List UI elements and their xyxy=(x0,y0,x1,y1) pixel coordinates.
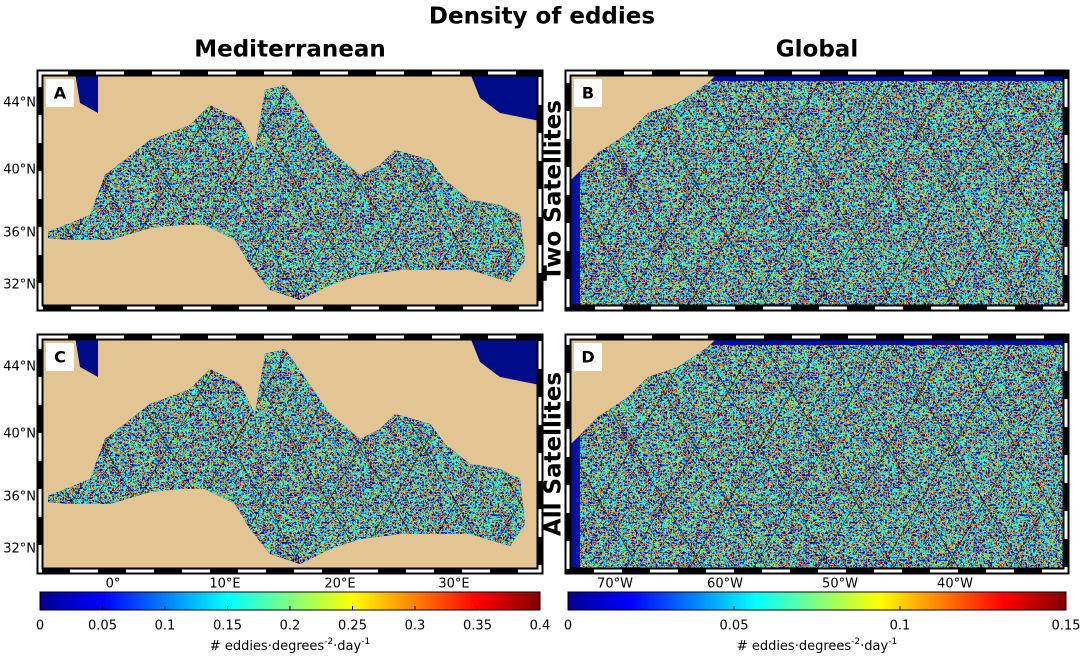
map-panel: A xyxy=(36,69,544,312)
colorbar-tick-label: 0.05 xyxy=(88,619,117,634)
colorbar-tick-label: 0.35 xyxy=(463,619,492,634)
panel-label: D xyxy=(581,348,594,367)
lon-tick-label: 40°W xyxy=(937,577,973,592)
colorbar-label-part: -2 xyxy=(324,637,333,647)
sea-deep xyxy=(75,73,98,113)
sea-deep xyxy=(470,73,540,121)
lat-tick-label: 32°N xyxy=(3,542,36,557)
satellite-tracks xyxy=(568,337,1066,571)
frame-ticks xyxy=(38,335,542,573)
sea-deep xyxy=(470,337,540,385)
sea-deep xyxy=(75,337,98,377)
colorbar-tick-label: 0.3 xyxy=(405,619,426,634)
lon-tick-label: 70°W xyxy=(597,577,633,592)
map-panel: B xyxy=(564,69,1070,312)
panel-label: C xyxy=(54,348,66,367)
map-panel: C xyxy=(36,333,544,575)
row-title: Two Satellites xyxy=(541,100,567,281)
colorbar-tick-label: 0.25 xyxy=(338,619,367,634)
colorbar-label-part: -2 xyxy=(851,637,860,647)
panel-label-box xyxy=(46,79,74,107)
frame-ticks xyxy=(38,71,542,310)
colorbar-label-part: -1 xyxy=(888,637,897,647)
column-title: Global xyxy=(776,37,858,63)
colorbar-tick-label: 0 xyxy=(564,619,572,634)
lat-tick-label: 36°N xyxy=(3,226,36,241)
lon-tick-label: 50°W xyxy=(822,577,858,592)
lon-tick-label: 0° xyxy=(106,577,121,592)
colorbar-label-part: -1 xyxy=(361,637,370,647)
colorbar-label-part: ·day xyxy=(860,639,888,654)
row-title: All Satellites xyxy=(541,372,567,536)
colorbar-label-part: # eddies·degrees xyxy=(210,639,325,654)
lon-tick-label: 10°E xyxy=(209,577,240,592)
colorbar-label-part: ·day xyxy=(333,639,361,654)
lat-tick-label: 40°N xyxy=(3,427,36,442)
lat-tick-label: 44°N xyxy=(3,96,36,111)
figure-title: Density of eddies xyxy=(429,4,655,30)
panel-label-box xyxy=(574,343,602,371)
sea xyxy=(568,337,1066,572)
colorbar-tick-label: 0.2 xyxy=(280,619,301,634)
colorbar-tick-label: 0.15 xyxy=(1052,619,1081,634)
panel-label-box xyxy=(46,343,74,371)
colorbar-tick-label: 0.15 xyxy=(213,619,242,634)
lat-tick-label: 32°N xyxy=(3,278,36,293)
lon-tick-label: 30°E xyxy=(438,577,469,592)
colorbar-label: # eddies·degrees-2·day-1 xyxy=(210,637,370,654)
column-title: Mediterranean xyxy=(194,37,386,63)
colorbar-tick-label: 0.05 xyxy=(720,619,749,634)
lat-tick-label: 40°N xyxy=(3,163,36,178)
panel-label-box xyxy=(574,79,602,107)
colorbar xyxy=(567,591,1067,611)
lat-tick-label: 44°N xyxy=(3,360,36,375)
colorbar-tick-label: 0.1 xyxy=(155,619,176,634)
colorbar-tick-label: 0.1 xyxy=(890,619,911,634)
colorbar-tick-label: 0 xyxy=(36,619,44,634)
lon-tick-label: 60°W xyxy=(707,577,743,592)
frame-ticks xyxy=(566,71,1068,310)
colorbar-label: # eddies·degrees-2·day-1 xyxy=(737,637,897,654)
lon-tick-label: 20°E xyxy=(324,577,355,592)
sea xyxy=(568,73,1066,308)
colorbar-tick-label: 0.4 xyxy=(530,619,551,634)
frame-ticks xyxy=(566,335,1068,573)
satellite-tracks xyxy=(568,73,1066,308)
panel-label: A xyxy=(54,84,67,103)
map-panel: D xyxy=(564,333,1070,575)
panel-label: B xyxy=(582,84,594,103)
lat-tick-label: 36°N xyxy=(3,490,36,505)
colorbar-label-part: # eddies·degrees xyxy=(737,639,852,654)
